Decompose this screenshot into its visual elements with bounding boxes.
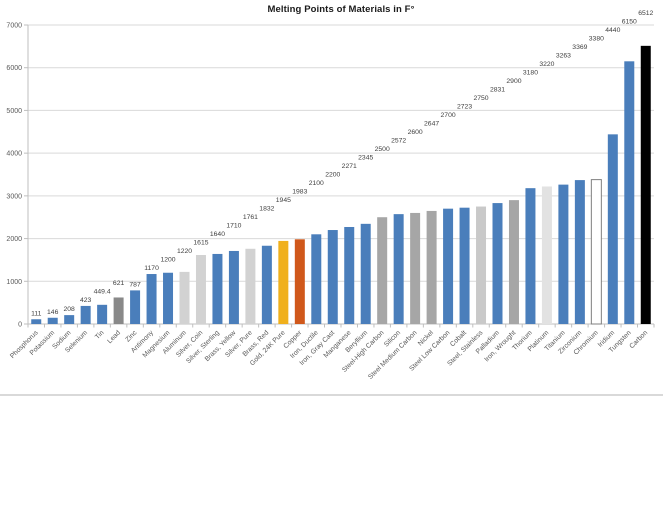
y-axis-label: 3000 (6, 193, 22, 200)
y-axis-label: 4000 (6, 151, 22, 158)
bar-phosphorus[interactable] (31, 319, 42, 324)
value-label: 2500 (375, 146, 390, 153)
value-label: 2271 (342, 163, 357, 170)
bar-magnesium[interactable] (163, 272, 174, 324)
bar-silver-sterling[interactable] (212, 253, 223, 324)
value-label: 3369 (572, 44, 587, 51)
category-label-lead: Lead (106, 329, 122, 345)
bar-brass-yellow[interactable] (228, 250, 239, 324)
value-label: 3380 (589, 36, 604, 43)
value-label: 6512 (638, 10, 653, 17)
bar-steel-stainless[interactable] (476, 206, 487, 324)
bar-sodium[interactable] (64, 315, 75, 324)
value-label: 787 (129, 281, 141, 288)
value-label: 2750 (473, 95, 488, 102)
bar-iron-ductile[interactable] (311, 234, 322, 324)
bar-steel-medium-carbon[interactable] (410, 212, 421, 324)
value-label: 6150 (622, 19, 637, 26)
value-label: 4440 (605, 27, 620, 34)
y-axis-label: 7000 (6, 23, 22, 30)
bar-selenium[interactable] (80, 305, 91, 324)
chart-bottom-separator (0, 394, 663, 396)
y-axis-label: 6000 (6, 65, 22, 72)
y-axis-label: 0 (18, 322, 22, 329)
y-axis-label: 5000 (6, 108, 22, 115)
value-label: 2647 (424, 121, 439, 128)
value-label: 208 (64, 306, 76, 313)
bar-aluminum[interactable] (179, 271, 190, 324)
bar-silver-coin[interactable] (195, 255, 206, 324)
value-label: 2700 (441, 112, 456, 119)
bar-silver-pure[interactable] (245, 248, 256, 324)
value-label: 2100 (309, 180, 324, 187)
value-label: 621 (113, 280, 125, 287)
value-label: 1615 (193, 240, 208, 247)
bar-titanium[interactable] (558, 184, 569, 324)
value-label: 1983 (292, 189, 307, 196)
bar-brass-red[interactable] (261, 245, 272, 324)
bar-manganese[interactable] (344, 226, 355, 324)
bar-platinum[interactable] (541, 186, 552, 324)
bar-antimony[interactable] (146, 274, 157, 324)
bar-carbon[interactable] (640, 45, 651, 324)
bar-steel-low-carbon[interactable] (443, 208, 454, 324)
value-label: 1832 (259, 206, 274, 213)
bar-iridium[interactable] (607, 134, 618, 324)
value-label: 2345 (358, 155, 373, 162)
bar-tin[interactable] (97, 304, 108, 324)
bar-cobalt[interactable] (459, 207, 470, 324)
value-label: 1220 (177, 248, 192, 255)
bar-gold-24k-pure[interactable] (278, 240, 289, 324)
value-label: 111 (31, 310, 42, 317)
bar-chromium[interactable] (590, 179, 602, 325)
bar-palladium[interactable] (492, 203, 503, 324)
bar-beryllium[interactable] (360, 223, 371, 324)
value-label: 3220 (539, 61, 554, 68)
value-label: 449.4 (94, 288, 111, 295)
bar-copper[interactable] (294, 239, 305, 324)
bar-iron-wrought[interactable] (508, 200, 519, 324)
bar-thorium[interactable] (525, 188, 536, 324)
bar-iron-gray-cast[interactable] (327, 230, 338, 324)
value-label: 423 (80, 297, 92, 304)
value-label: 1200 (160, 257, 175, 264)
bar-zirconium[interactable] (574, 180, 585, 324)
value-label: 2572 (391, 138, 406, 145)
value-label: 2200 (325, 172, 340, 179)
chart-title: Melting Points of Materials in F° (267, 4, 415, 15)
bar-tungsten[interactable] (624, 61, 635, 325)
value-label: 2723 (457, 104, 472, 111)
bar-nickel[interactable] (426, 210, 437, 324)
value-label: 2600 (408, 129, 423, 136)
value-label: 1945 (276, 197, 291, 204)
bar-steel-high-carbon[interactable] (377, 217, 388, 324)
value-label: 1761 (243, 214, 258, 221)
bar-silicon[interactable] (393, 214, 404, 324)
value-label: 146 (47, 309, 59, 316)
value-label: 1170 (144, 265, 159, 272)
y-axis-label: 2000 (6, 236, 22, 243)
y-axis-label: 1000 (6, 279, 22, 286)
category-label-carbon: Carbon (628, 329, 649, 350)
value-label: 2900 (506, 78, 521, 85)
value-label: 2831 (490, 87, 505, 94)
bar-zinc[interactable] (130, 290, 141, 324)
value-label: 3180 (523, 70, 538, 77)
value-label: 1710 (226, 223, 241, 230)
bar-potassium[interactable] (47, 317, 58, 324)
bar-lead[interactable] (113, 297, 124, 324)
category-label-tin: Tin (94, 329, 106, 341)
value-label: 1640 (210, 231, 225, 238)
value-label: 3263 (556, 53, 571, 60)
category-label-zinc: Zinc (124, 329, 138, 343)
